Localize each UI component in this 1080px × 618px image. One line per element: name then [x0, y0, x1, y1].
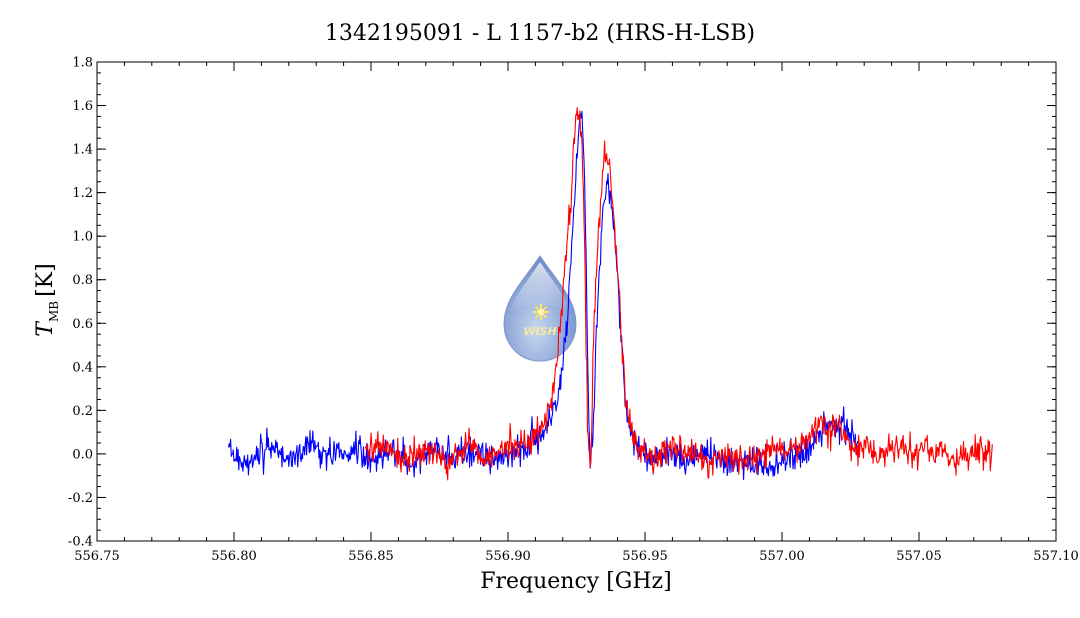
y-tick-label: 1.0: [72, 230, 93, 245]
x-tick-label: 556.95: [622, 549, 668, 564]
y-axis-title-subscript: MB: [47, 301, 61, 322]
wish-logo: WISH: [503, 255, 577, 362]
y-tick-label: 0.8: [72, 273, 93, 288]
svg-text:TMB[K]: TMB [K]: [33, 263, 61, 336]
y-tick-label: 1.8: [72, 56, 93, 71]
x-tick-label: 556.90: [485, 549, 531, 564]
y-tick-label: 1.2: [72, 186, 93, 201]
y-tick-label: 0.2: [72, 404, 93, 419]
x-tick-label: 557.10: [1033, 549, 1079, 564]
x-axis-title: Frequency [GHz]: [480, 569, 672, 594]
y-tick-label: -0.4: [68, 535, 93, 550]
y-tick-label: 1.4: [72, 143, 93, 158]
y-axis-title: TMB [K]: [33, 263, 61, 336]
y-axis: -0.4 -0.2 0.0 0.2 0.4 0.6 0.8 1.0 1.2 1.4 1.6 1.8: [68, 56, 1056, 550]
y-axis-title-symbol: T: [33, 320, 58, 337]
plot-frame: [96, 61, 1057, 542]
x-axis: 556.75 556.80 556.85 556.90 556.95 557.00 557.…: [74, 62, 1079, 564]
y-tick-label: 0.6: [72, 317, 93, 332]
x-tick-label: 556.75: [74, 549, 120, 564]
spectrum-series-2: [364, 107, 993, 481]
x-tick-label: 557.00: [759, 549, 805, 564]
y-tick-label: 0.0: [72, 447, 93, 462]
star-icon: [533, 304, 549, 320]
y-axis-title-unit: [K]: [33, 263, 58, 297]
chart-title: 1342195091 - L 1157-b2 (HRS-H-LSB): [325, 21, 755, 46]
y-tick-label: 0.4: [72, 360, 93, 375]
y-tick-label: -0.2: [68, 491, 93, 506]
y-tick-label: 1.6: [72, 99, 93, 114]
wish-logo-text: WISH: [523, 325, 556, 338]
spectrum-series-1: [227, 110, 859, 481]
x-tick-label: 557.05: [896, 549, 942, 564]
series-layer: [227, 107, 993, 481]
x-tick-label: 556.85: [348, 549, 394, 564]
x-tick-label: 556.80: [211, 549, 257, 564]
